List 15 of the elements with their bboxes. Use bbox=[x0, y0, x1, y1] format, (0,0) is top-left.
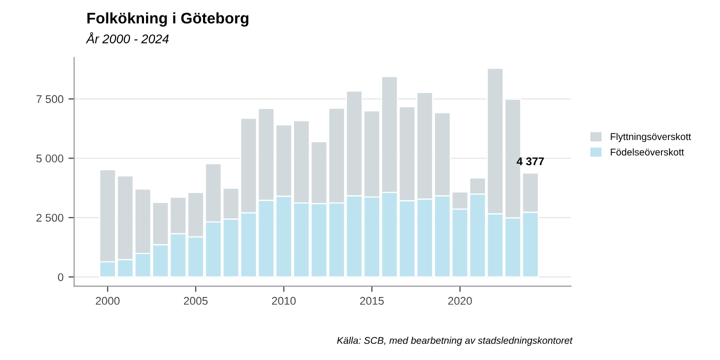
x-tick-label: 2010 bbox=[272, 296, 296, 305]
x-tick-label: 2020 bbox=[448, 296, 472, 305]
chart-subtitle: År 2000 - 2024 bbox=[86, 32, 169, 44]
y-tick-label: 5 000 bbox=[36, 154, 64, 162]
chart-title: Folkökning i Göteborg bbox=[87, 12, 248, 27]
y-tick-label: 2 500 bbox=[36, 214, 64, 222]
x-tick-label: 2005 bbox=[184, 296, 208, 305]
y-tick-label: 0 bbox=[58, 273, 64, 282]
y-tick-label: 7 500 bbox=[36, 95, 64, 104]
text: Källa: SCB, med bearbetning av stadsledningskontoret bbox=[337, 336, 573, 346]
annotation: 4 377 bbox=[516, 157, 544, 166]
legend-label: Flyttningsöverskott bbox=[610, 132, 692, 142]
x-tick-label: 2000 bbox=[96, 296, 120, 305]
x-tick-label: 2015 bbox=[360, 296, 384, 305]
legend-label: Födelseöverskott bbox=[610, 148, 684, 156]
